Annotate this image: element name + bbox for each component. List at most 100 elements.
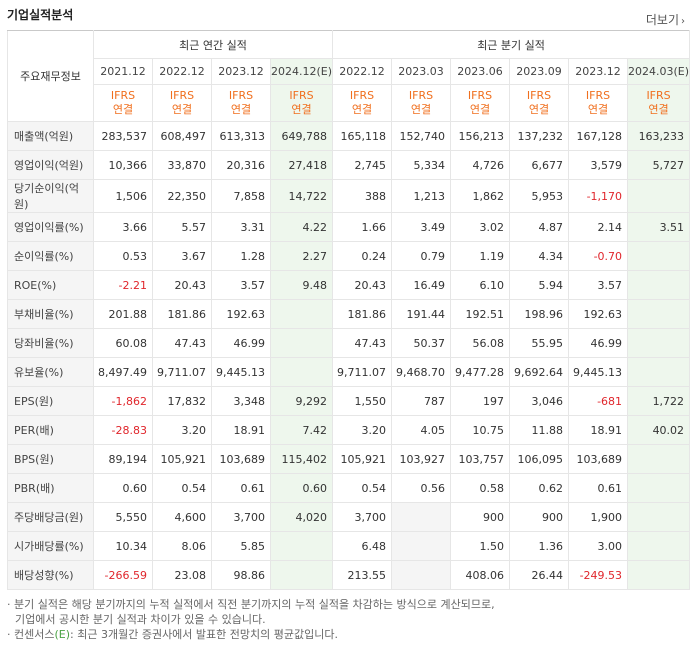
table-cell: 0.53 [93, 241, 153, 271]
table-cell [627, 444, 691, 474]
basis-header: IFRS 연결 [269, 84, 334, 122]
table-cell: 46.99 [568, 328, 629, 358]
table-cell: 9,445.13 [211, 357, 271, 387]
table-row: PBR(배) 0.60 0.54 0.61 0.60 0.54 0.56 0.58 0.62 0.… [7, 473, 691, 503]
table-cell: 18.91 [211, 415, 271, 445]
footnote-1: · 분기 실적은 해당 분기까지의 누적 실적에서 직전 분기까지의 누적 실적… [7, 598, 495, 611]
row-label: BPS(원) [7, 444, 94, 474]
table-cell: 47.43 [332, 328, 393, 358]
basis-standard: IFRS [467, 89, 493, 102]
table-cell: 3.67 [152, 241, 212, 271]
more-link[interactable]: 더보기 › [646, 11, 685, 28]
basis-scope: 연결 [648, 103, 669, 116]
table-row: 배당성향(%) -266.59 23.08 98.86 213.55 408.06 26.4… [7, 560, 691, 590]
table-cell: 3.00 [568, 531, 629, 561]
table-cell: 5,550 [93, 502, 153, 532]
table-cell: 900 [450, 502, 511, 532]
period-header: 2023.06 [450, 58, 511, 85]
table-cell: -681 [568, 386, 629, 416]
table-cell [627, 473, 691, 503]
table-cell: 3.20 [152, 415, 212, 445]
table-cell [391, 502, 452, 532]
basis-header: IFRS 연결 [332, 84, 393, 122]
table-cell: 167,128 [568, 121, 629, 151]
basis-standard: IFRS [110, 89, 136, 102]
table-cell: 103,757 [450, 444, 511, 474]
table-row: 유보율(%) 8,497.49 9,711.07 9,445.13 9,711.07 9,… [7, 357, 691, 387]
basis-header: IFRS 연결 [450, 84, 511, 122]
table-cell: 388 [332, 179, 393, 213]
table-cell: 181.86 [332, 299, 393, 329]
row-label: 부채비율(%) [7, 299, 94, 329]
table-cell [269, 328, 334, 358]
table-cell: 1,862 [450, 179, 511, 213]
table-cell: -0.70 [568, 241, 629, 271]
basis-header: IFRS 연결 [509, 84, 570, 122]
table-cell: 191.44 [391, 299, 452, 329]
basis-scope: 연결 [587, 103, 609, 116]
table-cell: 1.28 [211, 241, 271, 271]
table-row: BPS(원) 89,194 105,921 103,689 115,402 105,921… [7, 444, 691, 474]
basis-header: IFRS 연결 [93, 84, 153, 122]
table-cell: 3.66 [93, 212, 153, 242]
table-cell: 1,550 [332, 386, 393, 416]
basis-scope: 연결 [469, 103, 491, 116]
table-cell: -249.53 [568, 560, 629, 590]
table-cell: 5.57 [152, 212, 212, 242]
basis-scope: 연결 [528, 103, 550, 116]
table-cell: 4.34 [509, 241, 570, 271]
table-cell: 10,366 [93, 150, 153, 180]
row-label: 유보율(%) [7, 357, 94, 387]
table-cell: 26.44 [509, 560, 570, 590]
table-cell: 106,095 [509, 444, 570, 474]
row-label: PBR(배) [7, 473, 94, 503]
table-cell: 3,700 [332, 502, 393, 532]
table-cell: 3.57 [211, 270, 271, 300]
table-cell: 9,711.07 [332, 357, 393, 387]
table-row: 영업이익(억원) 10,366 33,870 20,316 27,418 2,745 5,3… [7, 150, 691, 180]
table-cell: 192.63 [211, 299, 271, 329]
table-row: 영업이익률(%) 3.66 5.57 3.31 4.22 1.66 3.49 3.02 4.87… [7, 212, 691, 242]
table-cell: 5,334 [391, 150, 452, 180]
row-label: EPS(원) [7, 386, 94, 416]
table-cell: 105,921 [332, 444, 393, 474]
table-cell [269, 560, 334, 590]
table-cell: 14,722 [269, 179, 334, 213]
table-cell: 1,506 [93, 179, 153, 213]
basis-standard: IFRS [289, 89, 314, 102]
table-cell: 103,927 [391, 444, 452, 474]
financial-table: 주요재무정보 최근 연간 실적 최근 분기 실적 2021.12 2022.12 2… [7, 30, 691, 590]
table-cell: 9,692.64 [509, 357, 570, 387]
basis-standard: IFRS [228, 89, 254, 102]
table-cell: 3.49 [391, 212, 452, 242]
table-cell: -1,170 [568, 179, 629, 213]
table-cell: 2.27 [269, 241, 334, 271]
basis-standard: IFRS [585, 89, 611, 102]
table-cell: 20.43 [332, 270, 393, 300]
table-cell [627, 328, 691, 358]
table-cell: 152,740 [391, 121, 452, 151]
chevron-right-icon: › [681, 16, 685, 27]
table-row: 매출액(억원) 283,537 608,497 613,313 649,788 165,1… [7, 121, 691, 151]
row-label: 영업이익(억원) [7, 150, 94, 180]
table-cell: 60.08 [93, 328, 153, 358]
table-cell: 0.58 [450, 473, 511, 503]
table-cell: 1.19 [450, 241, 511, 271]
table-cell [627, 560, 691, 590]
table-row: 당기순이익(억원) 1,506 22,350 7,858 14,722 388 1,213 1… [7, 179, 691, 213]
table-cell [391, 560, 452, 590]
table-cell: 20,316 [211, 150, 271, 180]
table-cell: 89,194 [93, 444, 153, 474]
table-cell: 16.49 [391, 270, 452, 300]
table-cell: -28.83 [93, 415, 153, 445]
footnote-3-prefix: · 컨센서스 [7, 628, 55, 641]
table-row: PER(배) -28.83 3.20 18.91 7.42 3.20 4.05 10.75 11… [7, 415, 691, 445]
table-cell: 3.20 [332, 415, 393, 445]
row-label: 배당성향(%) [7, 560, 94, 590]
table-cell: 4,726 [450, 150, 511, 180]
table-cell: 5.85 [211, 531, 271, 561]
table-cell: 17,832 [152, 386, 212, 416]
table-cell: 5.94 [509, 270, 570, 300]
basis-scope: 연결 [410, 103, 432, 116]
period-header: 2024.12(E) [269, 58, 334, 85]
